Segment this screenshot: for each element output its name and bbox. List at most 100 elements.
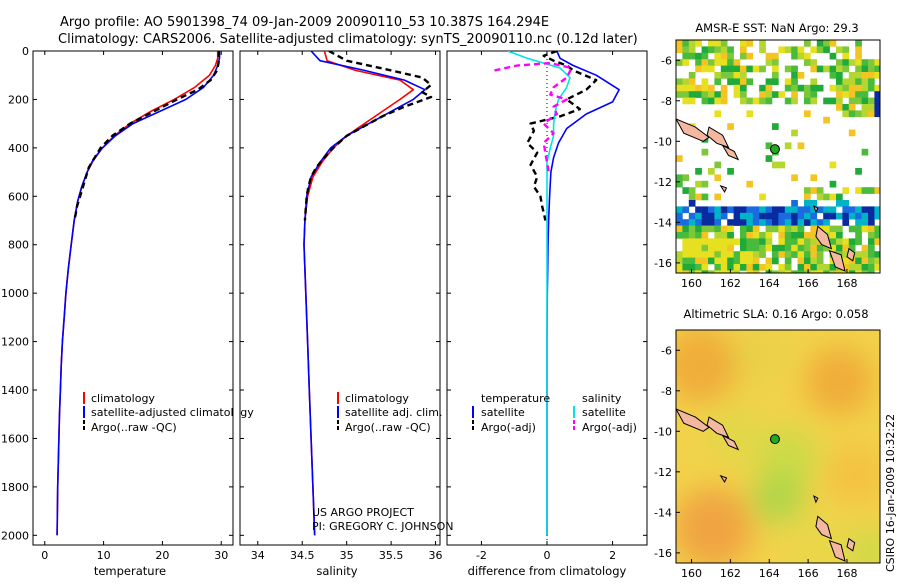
sst-cell xyxy=(874,232,880,239)
sst-cell xyxy=(804,91,811,98)
sst-cell xyxy=(740,40,747,47)
sst-cell xyxy=(874,251,880,258)
sst-cell xyxy=(836,212,843,220)
map-lon-tick-label: 168 xyxy=(836,567,857,580)
sst-cell xyxy=(759,232,766,239)
island xyxy=(719,184,728,194)
sst-cell xyxy=(874,97,880,105)
sst-cell xyxy=(688,78,696,86)
sst-cell xyxy=(823,97,830,105)
sst-cell xyxy=(688,72,696,79)
sst-cell xyxy=(791,46,798,54)
sst-cell xyxy=(797,270,805,273)
depth-tick-label: 1000 xyxy=(1,287,29,300)
sst-cell xyxy=(714,110,722,118)
sst-cell xyxy=(695,40,702,47)
sst-cell xyxy=(682,257,690,265)
sst-cell xyxy=(861,72,869,79)
sst-cell xyxy=(746,244,754,252)
sst-cell xyxy=(855,97,862,105)
sst-cell xyxy=(868,78,875,86)
sst-cell xyxy=(772,219,779,226)
sst-cell xyxy=(695,84,702,92)
sst-cell xyxy=(855,78,862,86)
sst-cell xyxy=(727,244,734,252)
sst-cell xyxy=(676,206,683,214)
sst-cell xyxy=(759,251,766,258)
sst-cell xyxy=(676,46,683,54)
sst-cell xyxy=(765,232,773,239)
depth-tick-label: 800 xyxy=(8,239,29,252)
sst-cell xyxy=(804,200,811,207)
sst-cell xyxy=(688,251,696,258)
sst-cell xyxy=(855,110,862,118)
map-lat-tick-label: -14 xyxy=(654,216,672,229)
sst-cell xyxy=(676,225,683,233)
sla-anomaly xyxy=(676,330,739,403)
sst-cell xyxy=(708,244,715,252)
sst-cell xyxy=(695,180,702,188)
sst-cell xyxy=(868,251,875,258)
x-tick-label: -2 xyxy=(476,549,487,562)
sst-cell xyxy=(842,264,850,271)
salinity-legend: climatology satellite adj. clim. Argo(..… xyxy=(337,392,442,434)
sst-cell xyxy=(816,244,824,252)
sst-cell xyxy=(842,212,850,220)
sst-cell xyxy=(708,219,715,226)
sst-cell xyxy=(829,193,837,201)
legend-label-climatology: climatology xyxy=(345,392,409,405)
sst-cell xyxy=(727,238,734,246)
sst-cell xyxy=(688,238,696,246)
sst-cell xyxy=(823,65,830,73)
sst-cell xyxy=(708,251,715,258)
sst-cell xyxy=(682,244,690,252)
x-tick-label: 0 xyxy=(41,549,48,562)
sst-cell xyxy=(816,257,824,265)
sst-cell xyxy=(765,212,773,220)
sst-cell xyxy=(676,264,683,271)
sst-cell xyxy=(720,232,728,239)
sst-cell xyxy=(791,72,798,79)
sst-cell xyxy=(727,52,734,60)
sst-cell xyxy=(688,244,696,252)
sst-cell xyxy=(842,251,850,258)
sst-cell xyxy=(791,206,798,214)
sst-cell xyxy=(804,257,811,265)
sst-cell xyxy=(695,65,702,73)
map-lon-tick-label: 166 xyxy=(798,277,819,290)
sst-cell xyxy=(708,84,715,92)
sst-cell xyxy=(797,219,805,226)
sst-cell xyxy=(855,251,862,258)
sst-cell xyxy=(861,270,869,273)
sst-cell xyxy=(772,225,779,233)
sst-cell xyxy=(714,270,722,273)
sst-cell xyxy=(778,91,786,98)
sst-cell xyxy=(842,104,850,111)
island xyxy=(813,205,819,214)
sst-cell xyxy=(752,238,760,246)
sst-cell xyxy=(772,161,779,169)
sst-cell xyxy=(836,104,843,111)
sst-cell xyxy=(676,257,683,265)
sst-cell xyxy=(720,72,728,79)
sst-cell xyxy=(727,65,734,73)
sst-map-title: AMSR-E SST: NaN Argo: 29.3 xyxy=(695,21,858,35)
figure-title-line-1: Argo profile: AO 5901398_74 09-Jan-2009 … xyxy=(60,15,549,30)
sst-cell xyxy=(676,91,683,98)
sst-cell xyxy=(848,264,856,271)
map-lon-tick-label: 160 xyxy=(681,277,702,290)
sst-cell xyxy=(746,110,754,118)
sst-cell xyxy=(695,91,702,98)
sst-cell xyxy=(868,219,875,226)
sst-cell xyxy=(868,232,875,239)
temp-argo-line xyxy=(72,51,221,221)
sst-cell xyxy=(746,180,754,188)
sst-cell xyxy=(855,232,862,239)
sst-cell xyxy=(784,244,792,252)
x-tick-label: 34 xyxy=(251,549,265,562)
sst-cell xyxy=(855,206,862,214)
sst-cell xyxy=(842,91,850,98)
depth-tick-label: 1600 xyxy=(1,432,29,445)
sst-cell xyxy=(720,225,728,233)
sst-cell xyxy=(701,78,709,86)
